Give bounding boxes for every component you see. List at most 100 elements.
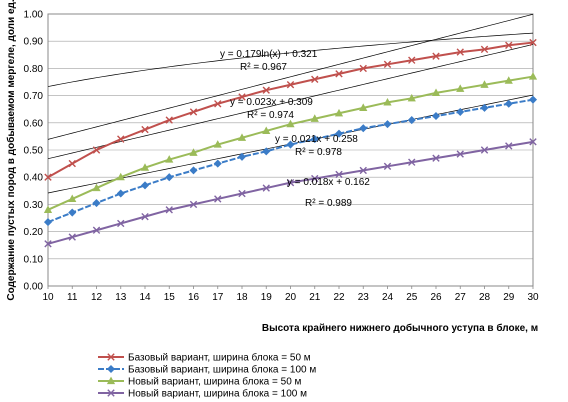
data-point [359, 103, 368, 111]
data-point [529, 38, 537, 47]
series-line [47, 98, 534, 224]
series-1 [44, 38, 537, 181]
legend-item: Базовый вариант, ширина блока = 50 м [98, 352, 311, 364]
data-point [504, 76, 513, 84]
x-tick-label: 20 [285, 292, 297, 303]
y-tick-label: 0.70 [24, 91, 44, 102]
data-point [262, 147, 271, 156]
data-point [311, 174, 319, 183]
data-point [359, 166, 367, 175]
data-point [68, 194, 77, 203]
data-point [383, 60, 392, 69]
legend-label: Базовый вариант, ширина блока = 100 м [128, 364, 316, 376]
data-point [504, 99, 513, 108]
x-tick-label: 10 [42, 292, 54, 303]
data-point [237, 152, 247, 161]
x-tick-label: 24 [382, 292, 394, 303]
data-point [214, 100, 222, 108]
y-tick-label: 0.00 [24, 282, 44, 293]
x-tick-label: 19 [261, 292, 273, 303]
y-tick-label: 0.50 [24, 146, 44, 157]
data-point [189, 148, 198, 156]
legend-swatch-marker [107, 389, 115, 397]
legend-label: Новый вариант, ширина блока = 100 м [128, 388, 307, 400]
data-point [238, 93, 246, 101]
data-point [311, 75, 319, 83]
data-point [480, 103, 489, 112]
legend-item: Новый вариант, ширина блока = 50 м [98, 376, 302, 388]
y-tick-label: 1.00 [24, 10, 44, 21]
data-point [237, 133, 247, 141]
y-tick-label: 0.10 [24, 254, 44, 265]
x-tick-label: 21 [309, 292, 321, 303]
data-point [213, 159, 222, 168]
x-tick-label: 18 [236, 292, 248, 303]
data-point [116, 189, 125, 198]
data-point [529, 138, 537, 146]
x-tick-label: 17 [212, 292, 224, 303]
data-point [238, 189, 246, 198]
y-tick-label: 0.90 [24, 37, 44, 48]
x-tick-label: 27 [455, 292, 467, 303]
x-tick-label: 23 [358, 292, 370, 303]
data-point [286, 119, 295, 128]
series-2 [43, 95, 538, 227]
data-point [117, 219, 125, 228]
series-4 [44, 138, 537, 248]
legend-swatch-marker [106, 364, 116, 374]
y-axis: 0.00 0.10 0.20 0.30 0.40 0.50 0.60 0.70 0.80 0.90… [24, 10, 44, 293]
data-point [140, 163, 150, 171]
series-3 [43, 72, 538, 213]
data-point [432, 154, 440, 162]
legend-item: Базовый вариант, ширина блока = 100 м [98, 364, 316, 376]
data-point [310, 114, 319, 122]
data-point [407, 93, 416, 102]
data-point [383, 97, 392, 106]
data-point [68, 208, 77, 217]
data-point [431, 88, 441, 96]
data-point [165, 155, 174, 163]
trendline-3 [47, 44, 534, 160]
data-point [213, 140, 222, 148]
data-point [189, 166, 198, 175]
data-point [43, 205, 53, 213]
data-point [432, 52, 440, 60]
data-point [286, 178, 295, 187]
data-point [456, 150, 464, 158]
legend-item: Новый вариант, ширина блока = 100 м [98, 388, 307, 400]
data-point [43, 218, 53, 227]
y-tick-label: 0.60 [24, 118, 44, 129]
x-tick-label: 29 [503, 292, 515, 303]
x-axis-title: Высота крайнего нижнего добычного уступа… [262, 322, 538, 334]
legend: Базовый вариант, ширина блока = 50 мБазо… [98, 352, 316, 400]
data-point [528, 95, 538, 104]
data-point [408, 56, 416, 64]
data-point [505, 41, 513, 49]
trendline-1 [47, 32, 534, 87]
x-tick-label: 12 [91, 292, 103, 303]
x-tick-label: 26 [430, 292, 442, 303]
data-point [383, 120, 392, 129]
series-lines [43, 38, 538, 248]
data-point [117, 135, 125, 143]
x-tick-label: 13 [115, 292, 127, 303]
x-axis: 10 11 12 13 14 15 16 17 18 19 20 21 22 23 24 25 26 27 28 29… [42, 286, 539, 303]
data-point [480, 45, 489, 54]
data-point [165, 116, 173, 124]
x-tick-label: 15 [164, 292, 176, 303]
data-point [359, 64, 367, 73]
trendline-r2: R² = 0.978 [295, 147, 342, 158]
trendline-annotations: y = 0.179ln(x) + 0.321 R² = 0.967 y = 0.02… [220, 49, 370, 209]
trendline-equation: y = 0.023x + 0.309 [230, 97, 313, 108]
x-tick-label: 28 [479, 292, 491, 303]
data-point [92, 199, 101, 208]
data-point [92, 146, 101, 154]
x-tick-label: 11 [67, 292, 78, 303]
data-point [189, 200, 198, 209]
legend-label: Новый вариант, ширина блока = 50 м [128, 376, 302, 388]
data-point [359, 124, 368, 133]
data-point [165, 206, 173, 214]
legend-swatch-marker [107, 353, 115, 361]
x-tick-label: 30 [527, 292, 539, 303]
data-point [480, 146, 489, 154]
